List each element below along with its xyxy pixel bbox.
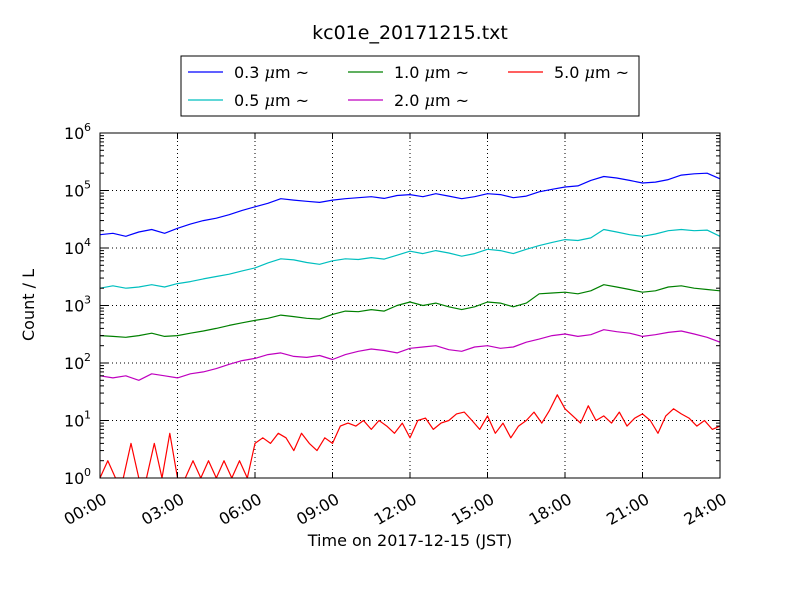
y-tick-exponent: 5 — [84, 179, 91, 192]
x-axis-label: Time on 2017-12-15 (JST) — [307, 531, 512, 550]
chart-title: kc01e_20171215.txt — [312, 22, 508, 44]
legend-entry-2: 0.5 μm ~ — [188, 91, 309, 110]
y-tick-base: 10 — [64, 354, 84, 373]
y-tick-label: 10 2 — [64, 351, 91, 373]
y-tick-label: 10 4 — [64, 236, 91, 258]
y-tick-exponent: 0 — [84, 466, 91, 479]
series-line-2 — [100, 228, 720, 289]
legend-label: 0.5 μm ~ — [234, 91, 309, 110]
y-tick-exponent: 1 — [84, 409, 91, 422]
ticks — [99, 132, 721, 479]
y-tick-label: 10 1 — [64, 409, 91, 431]
y-tick-base: 10 — [64, 297, 84, 316]
legend: 0.3 μm ~ 0.5 μm ~ 1.0 μm ~ 2.0 μm ~ 5.0 μm ~ — [180, 55, 640, 117]
y-tick-base: 10 — [64, 469, 84, 488]
y-tick-exponent: 2 — [84, 351, 91, 364]
y-axis-label: Count / L — [19, 269, 38, 341]
legend-entry-3: 1.0 μm ~ — [348, 63, 469, 82]
y-tick-exponent: 6 — [84, 121, 91, 134]
y-tick-label: 10 5 — [64, 179, 91, 201]
legend-label: 0.3 μm ~ — [234, 63, 309, 82]
y-tick-base: 10 — [64, 124, 84, 143]
legend-entry-1: 0.3 μm ~ — [188, 63, 309, 82]
legend-label: 2.0 μm ~ — [394, 91, 469, 110]
series-line-5 — [100, 394, 720, 478]
y-tick-exponent: 3 — [84, 294, 91, 307]
legend-box — [180, 55, 640, 117]
series-line-1 — [100, 172, 720, 237]
y-tick-label: 10 0 — [64, 466, 91, 488]
legend-label: 5.0 μm ~ — [554, 63, 629, 82]
legend-entry-5: 5.0 μm ~ — [508, 63, 629, 82]
y-tick-base: 10 — [64, 239, 84, 258]
y-tick-label: 10 6 — [64, 121, 91, 143]
legend-label: 1.0 μm ~ — [394, 63, 469, 82]
series-layer — [100, 172, 720, 478]
y-tick-label: 10 3 — [64, 294, 91, 316]
series-line-4 — [100, 329, 720, 381]
legend-entry-4: 2.0 μm ~ — [348, 91, 469, 110]
series-line-3 — [100, 284, 720, 338]
y-tick-base: 10 — [64, 182, 84, 201]
y-tick-exponent: 4 — [84, 236, 91, 249]
y-tick-base: 10 — [64, 412, 84, 431]
grid — [100, 133, 720, 478]
